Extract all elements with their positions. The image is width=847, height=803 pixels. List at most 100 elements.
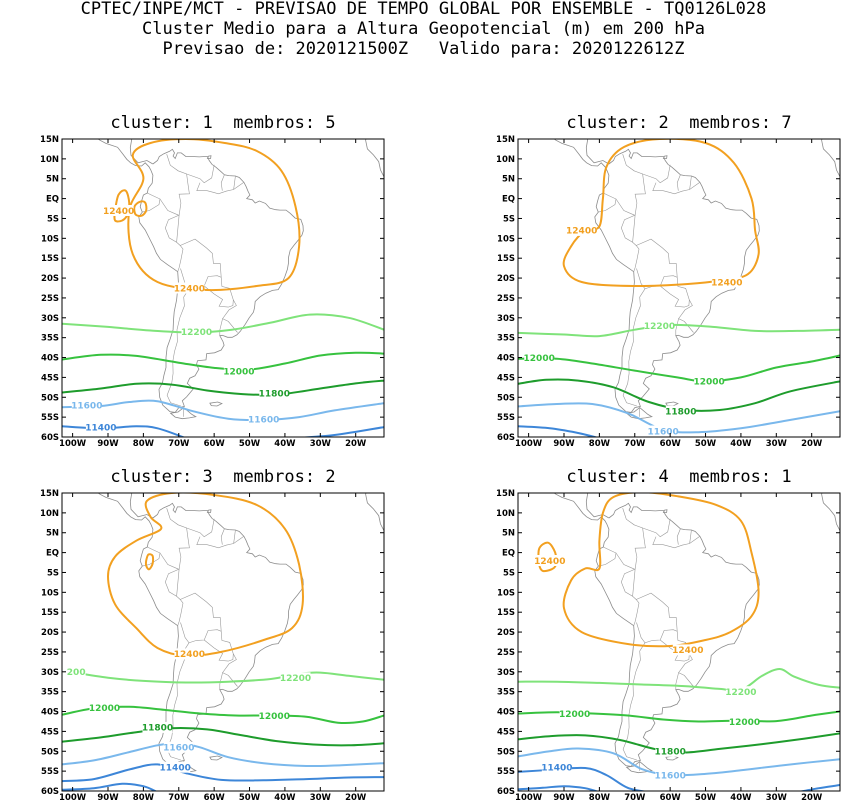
panel-title-cluster-3: cluster: 3 membros: 2 bbox=[110, 467, 336, 487]
contour-line-11400 bbox=[62, 763, 384, 783]
lon-label: 100W bbox=[59, 439, 87, 449]
country-border bbox=[636, 592, 678, 644]
lon-label: 60W bbox=[660, 793, 682, 803]
country-border bbox=[622, 508, 646, 570]
contour-label: 12000 bbox=[259, 712, 290, 722]
coastline-africa bbox=[821, 493, 840, 531]
lat-label: 45S bbox=[41, 727, 59, 737]
coastline-south-america bbox=[62, 493, 304, 767]
contour-label: 12200 bbox=[181, 328, 212, 338]
contour-line-11600 bbox=[62, 742, 384, 768]
lon-label: 60W bbox=[204, 439, 226, 449]
country-border bbox=[689, 529, 692, 544]
coastline-falkland-islands bbox=[209, 401, 223, 407]
lat-label: 45S bbox=[497, 727, 515, 737]
contour-label-bg bbox=[644, 320, 675, 332]
contour-line-12400 bbox=[127, 139, 301, 292]
lon-label: 50W bbox=[695, 793, 717, 803]
contour-label: 12000 bbox=[693, 378, 724, 388]
lon-label: 30W bbox=[310, 793, 332, 803]
country-border bbox=[222, 299, 238, 333]
lat-label: 10N bbox=[40, 509, 59, 519]
country-border bbox=[196, 536, 245, 549]
lat-label: 15S bbox=[41, 254, 59, 264]
header-line-1: CPTEC/INPE/MCT - PREVISAO DE TEMPO GLOBA… bbox=[80, 0, 767, 19]
contour-label: 11800 bbox=[655, 748, 686, 758]
lon-label: 30W bbox=[766, 793, 788, 803]
lat-label: 40S bbox=[41, 354, 59, 364]
contour-label: 11600 bbox=[71, 402, 102, 412]
lat-label: 20S bbox=[41, 628, 59, 638]
country-border bbox=[219, 672, 223, 690]
lat-label: 60S bbox=[497, 787, 515, 797]
country-border bbox=[675, 672, 679, 690]
lat-label: 5N bbox=[502, 529, 515, 539]
contour-line-11400 bbox=[518, 785, 599, 791]
lon-label: 90W bbox=[553, 439, 575, 449]
lat-label: EQ bbox=[502, 549, 515, 559]
lat-label: 40S bbox=[497, 354, 515, 364]
lat-label: 5N bbox=[46, 529, 59, 539]
lat-label: 50S bbox=[497, 747, 515, 757]
lat-label: 15S bbox=[497, 254, 515, 264]
contour-line-12400 bbox=[562, 139, 760, 288]
contour-label: 12000 bbox=[524, 354, 555, 364]
lon-label: 20W bbox=[345, 439, 367, 449]
lon-label: 40W bbox=[274, 439, 296, 449]
lat-label: 50S bbox=[41, 747, 59, 757]
country-border bbox=[176, 569, 180, 597]
lon-label: 50W bbox=[695, 439, 717, 449]
lon-label: 80W bbox=[589, 793, 611, 803]
lat-label: 5N bbox=[46, 175, 59, 185]
map-background bbox=[518, 139, 840, 437]
contour-label-bg bbox=[160, 761, 191, 773]
contour-label-bg bbox=[694, 375, 725, 387]
country-border bbox=[652, 536, 701, 549]
contour-label-bg bbox=[85, 421, 116, 433]
coastline-tierra-del-fuego bbox=[169, 407, 197, 420]
contour-line-11800 bbox=[62, 727, 384, 747]
contour-label: 11600 bbox=[647, 427, 678, 437]
country-border bbox=[142, 192, 161, 213]
country-border bbox=[622, 642, 646, 761]
contour-label: 12400 bbox=[174, 650, 205, 660]
contour-label-bg bbox=[534, 555, 565, 566]
contour-label: 11400 bbox=[160, 764, 191, 774]
lat-label: 20S bbox=[497, 274, 515, 284]
contour-label: 11600 bbox=[163, 744, 194, 754]
coastline-africa bbox=[821, 139, 840, 177]
country-border bbox=[186, 518, 215, 538]
lat-label: 5N bbox=[502, 175, 515, 185]
lon-label: 70W bbox=[168, 793, 190, 803]
contour-line-12400 bbox=[107, 493, 304, 658]
lat-label: 20S bbox=[497, 628, 515, 638]
contour-label: 12200 bbox=[644, 322, 675, 332]
country-border bbox=[632, 215, 636, 243]
country-border bbox=[220, 174, 225, 191]
contour-line-12400 bbox=[562, 493, 760, 648]
map-layers-cluster-3: 12400 200 12200 12000 12000 11800 11600 11400 bbox=[62, 493, 384, 791]
lon-label: 70W bbox=[624, 793, 646, 803]
country-border bbox=[204, 277, 234, 308]
contour-label-bg bbox=[89, 702, 120, 714]
country-border bbox=[642, 518, 671, 538]
coastline-central-america bbox=[129, 139, 154, 165]
contour-label-bg bbox=[648, 425, 679, 437]
lon-label: 90W bbox=[97, 439, 119, 449]
lat-label: 35S bbox=[41, 334, 59, 344]
lat-label: 25S bbox=[41, 294, 59, 304]
lat-label: 15N bbox=[40, 135, 59, 145]
coastline-central-america bbox=[129, 493, 154, 519]
lat-label: 35S bbox=[497, 334, 515, 344]
contour-label-bg bbox=[181, 326, 212, 338]
lat-label: 60S bbox=[41, 787, 59, 797]
contour-label: 11800 bbox=[259, 390, 290, 400]
lon-label: 80W bbox=[133, 793, 155, 803]
country-border bbox=[636, 238, 678, 290]
lat-label: 30S bbox=[497, 314, 515, 324]
country-border bbox=[233, 175, 236, 190]
lat-label: 10S bbox=[41, 588, 59, 598]
lon-label: 70W bbox=[624, 439, 646, 449]
